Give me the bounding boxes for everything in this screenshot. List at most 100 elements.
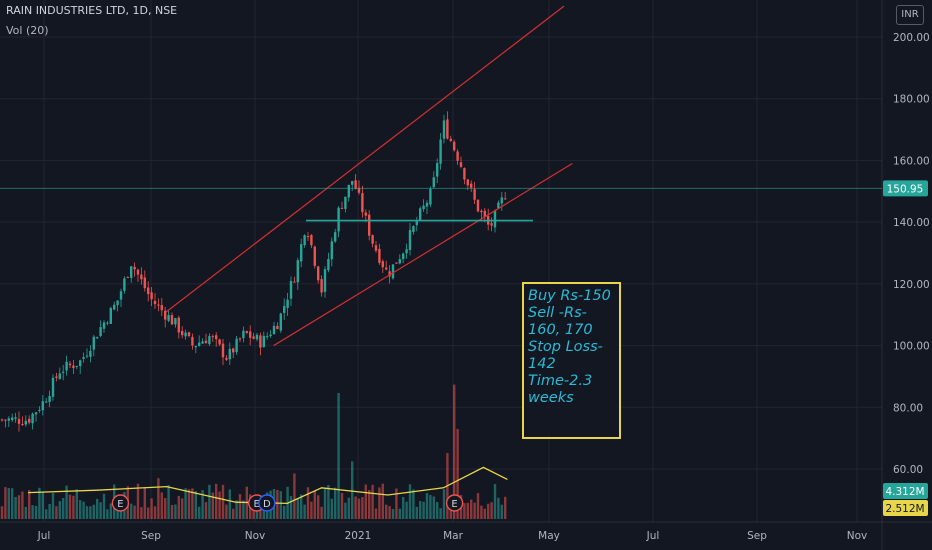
time-tick-label: 2021 — [345, 530, 372, 542]
volume-bar — [31, 505, 34, 519]
candle — [476, 199, 480, 213]
volume-bar — [419, 501, 422, 519]
event-marker-label: E — [451, 499, 457, 510]
candle — [402, 252, 405, 264]
volume-bar — [347, 497, 350, 519]
candle-body — [187, 332, 191, 336]
candle-body — [14, 417, 17, 419]
candle — [41, 395, 44, 416]
time-tick-label: Jul — [37, 530, 51, 542]
volume-bar — [17, 495, 21, 519]
candle — [296, 257, 299, 290]
volume-indicator-label[interactable]: Vol (20) — [6, 24, 49, 37]
candle — [317, 265, 320, 284]
candle — [123, 276, 126, 294]
event-marker-label: D — [263, 499, 271, 510]
volume-bar — [99, 502, 102, 519]
candle — [143, 270, 146, 292]
candle — [500, 192, 503, 211]
volume-bar — [415, 506, 418, 519]
volume-bar — [436, 502, 439, 519]
candle — [232, 347, 235, 359]
candle-body — [493, 210, 497, 228]
candle — [126, 276, 129, 278]
candle — [62, 364, 65, 381]
candle — [28, 415, 31, 425]
candle-body — [41, 401, 44, 411]
volume-bar — [136, 483, 140, 519]
badge-bg — [883, 180, 928, 197]
trade-annotation[interactable]: Buy Rs-150 Sell -Rs- 160, 170 Stop Loss-… — [522, 282, 621, 439]
candle-body — [500, 197, 503, 204]
axis-badges: 150.95 4.312M 2.512M — [883, 180, 928, 516]
candle-body — [351, 181, 354, 185]
candle-body — [38, 409, 41, 411]
candle-body — [289, 280, 293, 299]
candle — [184, 329, 187, 340]
candle-body — [313, 246, 316, 266]
price-axis[interactable]: 200.00 180.00 160.00 140.00 120.00 100.00 80.0… — [893, 32, 930, 476]
candle-body — [245, 331, 248, 333]
volume-bar — [395, 488, 398, 519]
volume-bar — [133, 505, 136, 519]
candle — [89, 345, 92, 363]
volume-bar — [310, 501, 313, 519]
candle — [432, 171, 435, 189]
candle — [204, 333, 208, 344]
volume-bar — [153, 506, 157, 519]
candle — [368, 210, 371, 241]
volume-bar — [453, 384, 456, 519]
candle-body — [490, 223, 493, 226]
volume-bar — [425, 493, 429, 519]
volume-bar — [21, 491, 24, 519]
volume-bar — [177, 495, 180, 519]
candle-body — [65, 361, 68, 371]
symbol-title[interactable]: RAIN INDUSTRIES LTD, 1D, NSE — [6, 4, 178, 17]
candle-body — [368, 214, 371, 236]
candle-body — [456, 151, 459, 161]
volume-bar — [242, 500, 245, 519]
volume-bar — [354, 496, 357, 519]
candle-body — [249, 331, 252, 338]
candle-body — [395, 262, 398, 264]
time-axis[interactable]: Jul Sep Nov 2021 Mar May Jul Sep Nov — [37, 530, 868, 542]
volume-bar — [225, 504, 228, 519]
candle — [147, 281, 150, 302]
volume-bar — [187, 489, 191, 519]
candle-body — [344, 196, 347, 209]
volume-bar — [497, 497, 500, 519]
candle — [17, 411, 21, 432]
candle — [398, 254, 401, 265]
volume-bar — [320, 506, 323, 519]
candle — [395, 262, 398, 264]
volume-bar — [82, 501, 85, 519]
candle-body — [99, 327, 102, 336]
candle — [449, 135, 452, 143]
candle — [238, 337, 242, 343]
volume-bar — [235, 500, 238, 519]
candle — [225, 355, 228, 362]
candle — [65, 355, 68, 376]
volume-bar — [160, 492, 163, 519]
volume-bar — [79, 500, 82, 519]
candle-body — [72, 365, 75, 369]
currency-button[interactable]: INR — [896, 5, 924, 25]
axis-badge: 2.512M — [883, 500, 928, 516]
candle — [262, 331, 265, 348]
candle — [456, 149, 459, 165]
candle-body — [225, 357, 228, 360]
candle — [439, 133, 442, 170]
candle-body — [449, 138, 452, 141]
volume-bar — [466, 502, 469, 519]
candle — [21, 416, 24, 427]
price-tick-label: 140.00 — [893, 217, 930, 229]
trendlines[interactable] — [0, 5, 882, 347]
volume-bar — [109, 503, 112, 519]
volume-bar — [283, 505, 286, 519]
time-tick-label: Mar — [443, 530, 463, 542]
candle — [130, 266, 133, 283]
candle — [425, 200, 429, 214]
candle — [269, 330, 272, 338]
